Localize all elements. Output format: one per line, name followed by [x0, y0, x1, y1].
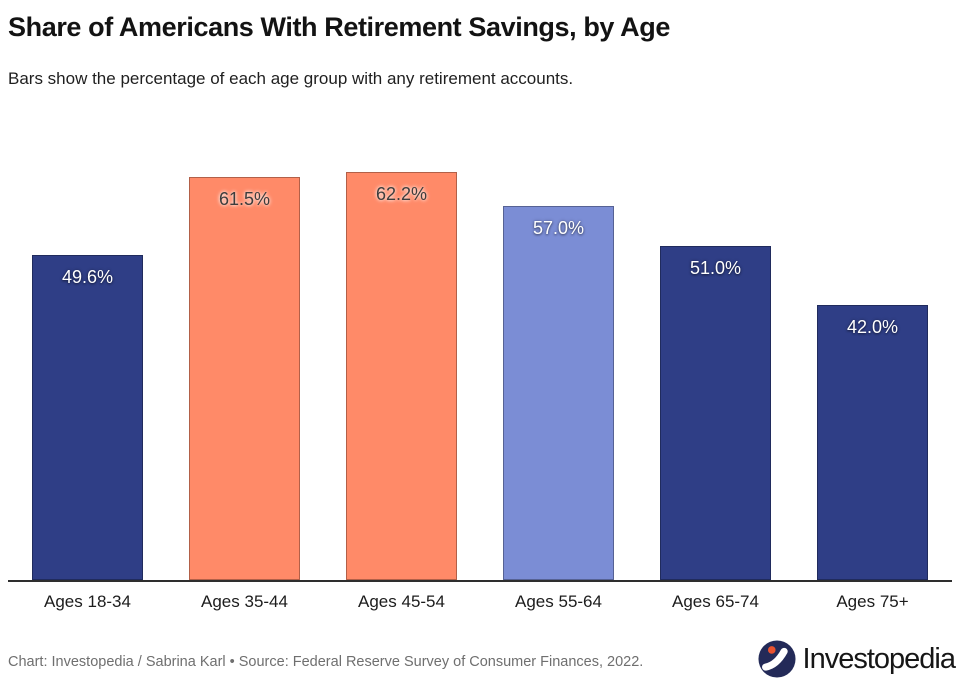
x-axis-label: Ages 65-74: [672, 592, 759, 611]
bar-value-label: 49.6%: [61, 266, 114, 287]
plot-area: 49.6% 61.5% 62.2% 57.0% 51.0% 42.0%: [8, 152, 952, 582]
x-axis-label: Ages 35-44: [201, 592, 288, 611]
x-axis-label: Ages 75+: [836, 592, 909, 611]
bar-ages-35-44: 61.5%: [189, 176, 300, 580]
bars-row: 49.6% 61.5% 62.2% 57.0% 51.0% 42.0%: [8, 152, 952, 580]
bar-ages-55-64: 57.0%: [503, 206, 614, 580]
bar-ages-65-74: 51.0%: [660, 245, 771, 580]
investopedia-logo-icon: [758, 640, 796, 678]
x-axis-label: Ages 18-34: [44, 592, 131, 611]
chart-credit: Chart: Investopedia / Sabrina Karl • Sou…: [8, 654, 644, 670]
bar-value-label: 57.0%: [532, 218, 585, 239]
chart-subtitle: Bars show the percentage of each age gro…: [8, 69, 574, 88]
x-axis-label: Ages 45-54: [358, 592, 445, 611]
bar-ages-18-34: 49.6%: [32, 254, 143, 580]
x-axis-labels: Ages 18-34 Ages 35-44 Ages 45-54 Ages 55…: [8, 592, 952, 612]
investopedia-logo: Investopedia: [758, 640, 956, 678]
bar-value-label: 61.5%: [218, 188, 271, 209]
bar-value-label: 51.0%: [689, 257, 742, 278]
bar-value-label: 62.2%: [375, 184, 428, 204]
bar-value-label: 42.0%: [846, 316, 899, 337]
bar-ages-75-plus: 42.0%: [817, 304, 928, 580]
investopedia-logo-text: Investopedia: [802, 642, 956, 675]
bar-ages-45-54: 62.2%: [346, 172, 457, 580]
x-axis-label: Ages 55-64: [515, 592, 602, 611]
chart-title: Share of Americans With Retirement Savin…: [8, 12, 670, 42]
